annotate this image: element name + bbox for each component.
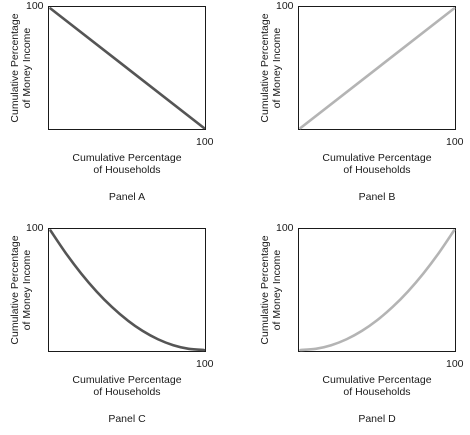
x-axis-label: Cumulative Percentage of Households bbox=[298, 374, 456, 398]
x-axis-label: Cumulative Percentage of Households bbox=[48, 374, 206, 398]
x-axis-label-line-2: of Households bbox=[343, 164, 411, 176]
y-tick-label: 100 bbox=[276, 0, 294, 12]
panel-d: 100 Cumulative Percentage of Money Incom… bbox=[250, 222, 470, 435]
y-axis-label: Cumulative Percentage of Money Income bbox=[259, 225, 283, 355]
y-tick-label: 100 bbox=[26, 0, 44, 12]
series-line bbox=[49, 7, 206, 130]
x-axis-label-line-1: Cumulative Percentage bbox=[72, 374, 182, 386]
y-axis-label: Cumulative Percentage of Money Income bbox=[259, 3, 283, 133]
y-tick-label: 100 bbox=[26, 222, 44, 234]
x-tick-label: 100 bbox=[446, 136, 464, 148]
x-axis-label: Cumulative Percentage of Households bbox=[48, 152, 206, 176]
x-tick-label: 100 bbox=[196, 136, 214, 148]
chart-svg bbox=[49, 229, 206, 352]
panel-c: 100 Cumulative Percentage of Money Incom… bbox=[0, 222, 235, 435]
x-axis-label-line-1: Cumulative Percentage bbox=[72, 152, 182, 164]
x-axis-label-line-1: Cumulative Percentage bbox=[322, 152, 432, 164]
y-axis-label-line-1: Cumulative Percentage bbox=[259, 13, 271, 123]
x-axis-label-line-1: Cumulative Percentage bbox=[322, 374, 432, 386]
x-axis-label-line-2: of Households bbox=[343, 386, 411, 398]
series-line bbox=[299, 7, 456, 130]
plot-area bbox=[298, 228, 456, 352]
y-axis-label-line-1: Cumulative Percentage bbox=[9, 235, 21, 345]
plot-area bbox=[298, 6, 456, 130]
y-tick-label: 100 bbox=[276, 222, 294, 234]
y-axis-label-line-2: of Money Income bbox=[271, 27, 283, 109]
x-axis-label: Cumulative Percentage of Households bbox=[298, 152, 456, 176]
panel-title: Panel A bbox=[108, 191, 146, 203]
chart-svg bbox=[299, 7, 456, 130]
x-tick-label: 100 bbox=[196, 358, 214, 370]
plot-area bbox=[48, 228, 206, 352]
panel-title: Panel B bbox=[358, 191, 396, 203]
panel-b: 100 Cumulative Percentage of Money Incom… bbox=[250, 0, 470, 213]
y-axis-label-line-2: of Money Income bbox=[21, 27, 33, 109]
x-tick-label: 100 bbox=[446, 358, 464, 370]
x-axis-label-line-2: of Households bbox=[93, 386, 161, 398]
chart-svg bbox=[299, 229, 456, 352]
x-axis-label-line-2: of Households bbox=[93, 164, 161, 176]
plot-area bbox=[48, 6, 206, 130]
chart-svg bbox=[49, 7, 206, 130]
y-axis-label-line-1: Cumulative Percentage bbox=[9, 13, 21, 123]
y-axis-label: Cumulative Percentage of Money Income bbox=[9, 225, 33, 355]
panel-title: Panel C bbox=[108, 413, 146, 425]
panel-a: 100 Cumulative Percentage of Money Incom… bbox=[0, 0, 235, 213]
y-axis-label-line-2: of Money Income bbox=[271, 249, 283, 331]
y-axis-label-line-1: Cumulative Percentage bbox=[259, 235, 271, 345]
y-axis-label: Cumulative Percentage of Money Income bbox=[9, 3, 33, 133]
panel-title: Panel D bbox=[358, 413, 396, 425]
y-axis-label-line-2: of Money Income bbox=[21, 249, 33, 331]
series-line bbox=[49, 229, 206, 352]
series-line bbox=[299, 229, 456, 352]
